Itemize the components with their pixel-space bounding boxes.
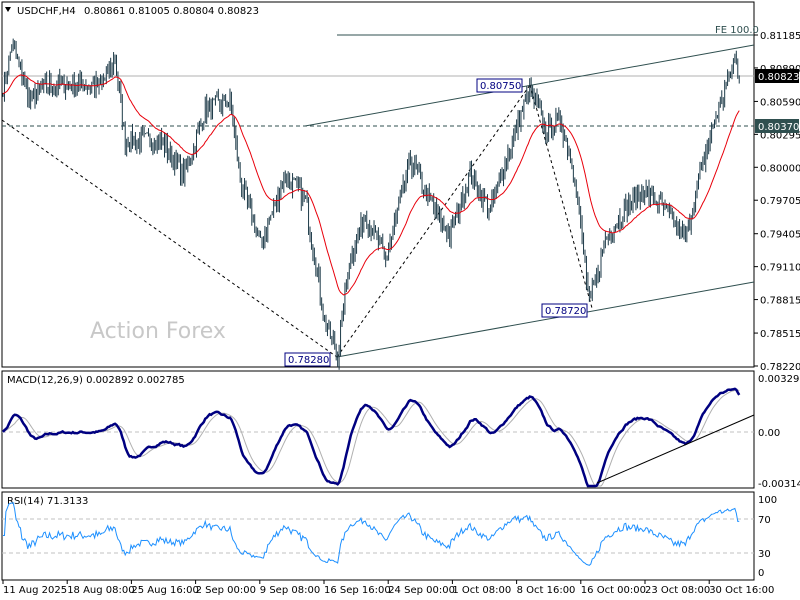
collapse-triangle-icon[interactable]: [5, 7, 11, 12]
time-tick-label: 25 Aug 16:00: [131, 585, 198, 596]
macd-panel: [1, 370, 755, 489]
time-tick-label: 18 Aug 08:00: [67, 585, 134, 596]
price-tick-label: 0.79110: [760, 263, 800, 274]
lower-channel-line: [336, 281, 755, 358]
price-tick-label: 0.78220: [760, 362, 800, 373]
macd-signal-line: [2, 389, 740, 487]
current-price-box: [755, 69, 799, 83]
time-tick-label: 2 Sep 00:00: [196, 585, 256, 596]
level-price-box: [755, 119, 799, 133]
rsi-line: [3, 502, 740, 566]
mid-low-label: 0.78720: [545, 306, 586, 317]
price-tick-label: 0.78515: [760, 329, 800, 340]
macd-line: [2, 387, 741, 488]
time-tick-label: 11 Aug 2025: [3, 585, 67, 596]
rsi-tick-100: 100: [758, 495, 777, 506]
rsi-tick-0: 0: [758, 568, 764, 579]
chart-header: USDCHF,H4: [17, 6, 76, 17]
low-label: 0.78280: [288, 355, 329, 366]
high-label-box: [476, 78, 523, 93]
price-tick-label: 0.80590: [760, 97, 800, 108]
moving-average-line: [2, 74, 740, 296]
fib-leg-1: [1, 119, 338, 358]
macd-tick-high: 0.003293: [758, 374, 800, 385]
price-tick-label: 0.80295: [760, 130, 800, 141]
watermark: Action Forex: [90, 319, 226, 344]
rsi-tick-30: 30: [758, 549, 771, 560]
macd-trendline: [596, 414, 755, 484]
fib-leg-2: [336, 84, 531, 358]
rsi-panel: [1, 491, 755, 581]
time-tick-label: 9 Sep 08:00: [260, 585, 320, 596]
ohlc-values: 0.80861 0.81005 0.80804 0.80823: [84, 6, 259, 17]
time-tick-label: 16 Sep 16:00: [324, 585, 391, 596]
time-tick-label: 8 Oct 16:00: [517, 585, 576, 596]
rsi-title: RSI(14) 71.3133: [7, 496, 88, 507]
price-panel: [1, 1, 755, 368]
time-tick-label: 16 Oct 00:00: [581, 585, 646, 596]
mid-low-label-box: [541, 303, 588, 318]
price-tick-label: 0.81185: [760, 31, 800, 42]
macd-tick-low: -0.003142: [758, 479, 800, 490]
rsi-tick-70: 70: [758, 515, 771, 526]
time-tick-label: 1 Oct 08:00: [452, 585, 511, 596]
price-tick-label: 0.79705: [760, 196, 800, 207]
time-tick-label: 30 Oct 16:00: [709, 585, 774, 596]
low-label-box: [284, 352, 331, 367]
macd-title: MACD(12,26,9) 0.002892 0.002785: [7, 375, 185, 386]
price-tick-label: 0.79405: [760, 230, 800, 241]
fe-label: FE 100.0: [715, 25, 759, 36]
time-tick-label: 24 Sep 00:00: [388, 585, 455, 596]
macd-tick-zero: 0.00: [758, 428, 780, 439]
level-price-label: 0.80370: [758, 122, 799, 133]
price-tick-label: 0.80000: [760, 163, 800, 174]
time-tick-label: 23 Oct 08:00: [645, 585, 710, 596]
high-label: 0.80750: [480, 81, 521, 92]
fib-leg-3: [529, 84, 593, 309]
price-tick-label: 0.78815: [760, 296, 800, 307]
current-price-label: 0.80823: [758, 72, 799, 83]
